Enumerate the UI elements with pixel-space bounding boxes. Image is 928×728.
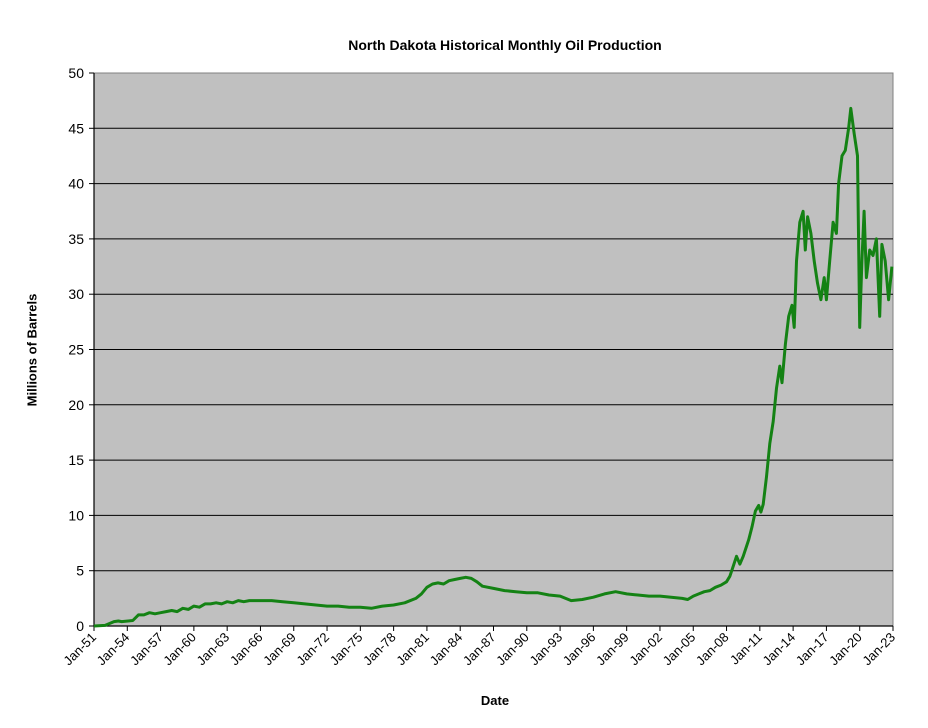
x-tick-label: Jan-20	[826, 630, 865, 669]
x-tick-label: Jan-66	[227, 630, 266, 669]
x-tick-label: Jan-54	[94, 630, 133, 669]
x-tick-label: Jan-93	[526, 630, 565, 669]
x-tick-label: Jan-63	[194, 630, 233, 669]
x-tick-label: Jan-08	[693, 630, 732, 669]
x-tick-label: Jan-60	[160, 630, 199, 669]
x-tick-label: Jan-23	[859, 630, 898, 669]
x-tick-label: Jan-57	[127, 630, 166, 669]
x-tick-label: Jan-87	[460, 630, 499, 669]
y-tick-label: 25	[68, 342, 84, 358]
x-tick-label: Jan-99	[593, 630, 632, 669]
y-axis-ticks: 0 5 10 15 20 25 30 35 40 45 50	[68, 65, 94, 634]
y-tick-label: 20	[68, 397, 84, 413]
x-tick-label: Jan-90	[493, 630, 532, 669]
y-tick-label: 0	[76, 618, 84, 634]
x-tick-label: Jan-14	[760, 630, 799, 669]
y-tick-label: 35	[68, 231, 84, 247]
x-tick-label: Jan-96	[560, 630, 599, 669]
y-tick-label: 5	[76, 563, 84, 579]
x-tick-label: Jan-84	[427, 630, 466, 669]
x-tick-label: Jan-81	[393, 630, 432, 669]
y-tick-label: 10	[68, 507, 84, 523]
x-tick-label: Jan-11	[727, 630, 765, 668]
x-tick-label: Jan-78	[360, 630, 399, 669]
x-tick-label: Jan-17	[793, 630, 832, 669]
x-tick-label: Jan-72	[293, 630, 332, 669]
x-tick-label: Jan-05	[660, 630, 699, 669]
y-tick-label: 45	[68, 120, 84, 136]
data-line-monthly-oil-production	[93, 106, 894, 628]
chart-title: North Dakota Historical Monthly Oil Prod…	[348, 37, 662, 53]
x-axis-ticks: Jan-51Jan-54Jan-57Jan-60Jan-63Jan-66Jan-…	[60, 626, 898, 668]
x-tick-label: Jan-02	[626, 630, 665, 669]
x-tick-label: Jan-75	[327, 630, 366, 669]
y-tick-label: 40	[68, 176, 84, 192]
x-axis-label: Date	[480, 693, 510, 708]
y-tick-label: 15	[68, 452, 84, 468]
x-tick-label: Jan-51	[60, 630, 99, 669]
gridlines	[94, 127, 893, 572]
x-tick-label: Jan-69	[260, 630, 299, 669]
y-tick-label: 30	[68, 286, 84, 302]
y-tick-label: 50	[68, 65, 84, 81]
